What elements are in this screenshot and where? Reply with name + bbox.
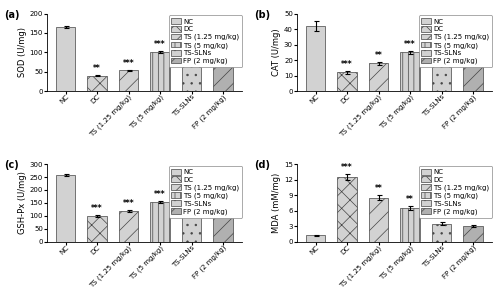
Text: **: ** [406,195,414,204]
Legend: NC, DC, TS (1.25 mg/kg), TS (5 mg/kg), TS-SLNs, FP (2 mg/kg): NC, DC, TS (1.25 mg/kg), TS (5 mg/kg), T… [418,166,492,218]
Bar [369,63,388,91]
Bar [369,198,388,241]
Text: **: ** [374,51,382,60]
Bar [338,72,357,91]
Text: **: ** [94,64,101,73]
Text: (c): (c) [4,160,19,170]
Legend: NC, DC, TS (1.25 mg/kg), TS (5 mg/kg), TS-SLNs, FP (2 mg/kg): NC, DC, TS (1.25 mg/kg), TS (5 mg/kg), T… [418,15,492,67]
Bar [214,185,233,241]
Bar [464,226,483,241]
Bar [150,202,170,241]
Bar [432,224,452,241]
Legend: NC, DC, TS (1.25 mg/kg), TS (5 mg/kg), TS-SLNs, FP (2 mg/kg): NC, DC, TS (1.25 mg/kg), TS (5 mg/kg), T… [168,15,242,67]
Bar [464,37,483,91]
Text: ***: *** [123,199,134,208]
Bar [338,177,357,241]
Y-axis label: CAT (U/mg): CAT (U/mg) [272,29,281,76]
Text: **: ** [374,184,382,193]
Text: ***: *** [436,17,448,26]
Text: ***: *** [186,20,198,29]
Bar [150,52,170,91]
Text: ***: *** [154,190,166,199]
Bar [56,27,76,91]
Bar [56,175,76,241]
Text: ***: *** [154,40,166,49]
Bar [182,182,202,241]
Text: ***: *** [436,211,448,221]
Y-axis label: SOD (U/mg): SOD (U/mg) [18,27,26,77]
Bar [306,26,326,91]
Bar [182,32,202,91]
Text: ***: *** [467,214,479,223]
Bar [88,216,107,241]
Text: ***: *** [92,204,103,213]
Bar [88,75,107,91]
Text: ***: *** [217,173,229,182]
Legend: NC, DC, TS (1.25 mg/kg), TS (5 mg/kg), TS-SLNs, FP (2 mg/kg): NC, DC, TS (1.25 mg/kg), TS (5 mg/kg), T… [168,166,242,218]
Bar [400,208,420,241]
Bar [214,36,233,91]
Text: ***: *** [186,170,198,179]
Bar [306,236,326,241]
Text: ***: *** [123,59,134,68]
Text: ***: *** [217,24,229,33]
Text: (b): (b) [254,10,270,20]
Bar [119,70,139,91]
Text: ***: *** [467,24,479,33]
Bar [119,211,139,241]
Bar [400,52,420,91]
Y-axis label: GSH-Px (U/mg): GSH-Px (U/mg) [18,171,26,234]
Y-axis label: MDA (mM/mg): MDA (mM/mg) [272,173,281,233]
Text: ***: *** [342,60,353,69]
Text: ***: *** [342,163,353,172]
Text: (a): (a) [4,10,20,20]
Bar [432,31,452,91]
Text: (d): (d) [254,160,270,170]
Text: ***: *** [404,40,416,49]
